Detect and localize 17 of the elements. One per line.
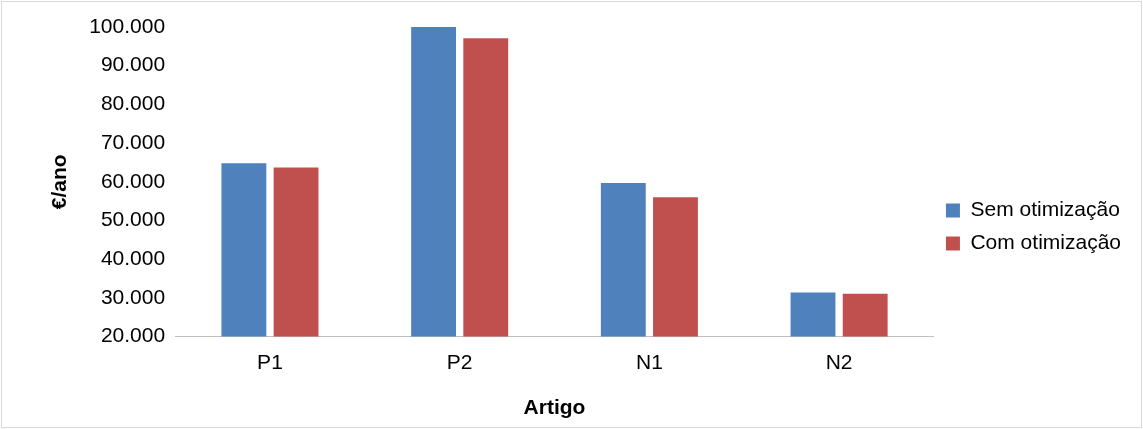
y-tick-label: 20.000 <box>100 323 166 347</box>
x-tick-label: N2 <box>825 350 853 373</box>
y-tick-label: 80.000 <box>100 91 166 115</box>
y-tick-label: 90.000 <box>100 52 166 76</box>
y-axis-title: €/ano <box>47 154 71 210</box>
legend-label: Com otimização <box>970 230 1122 254</box>
y-tick-label: 100.000 <box>89 13 166 37</box>
x-tick-label: P1 <box>257 350 283 373</box>
y-tick-label: 50.000 <box>100 207 166 231</box>
y-tick-label: 40.000 <box>100 246 166 269</box>
x-tick-label: P2 <box>446 350 473 373</box>
legend-label: Sem otimização <box>970 197 1120 221</box>
y-tick-label: 30.000 <box>100 284 166 308</box>
y-tick-label: 70.000 <box>100 129 166 153</box>
y-tick-label: 60.000 <box>100 168 166 192</box>
x-tick-label: N1 <box>635 350 663 373</box>
x-axis-title: Artigo <box>523 395 586 419</box>
